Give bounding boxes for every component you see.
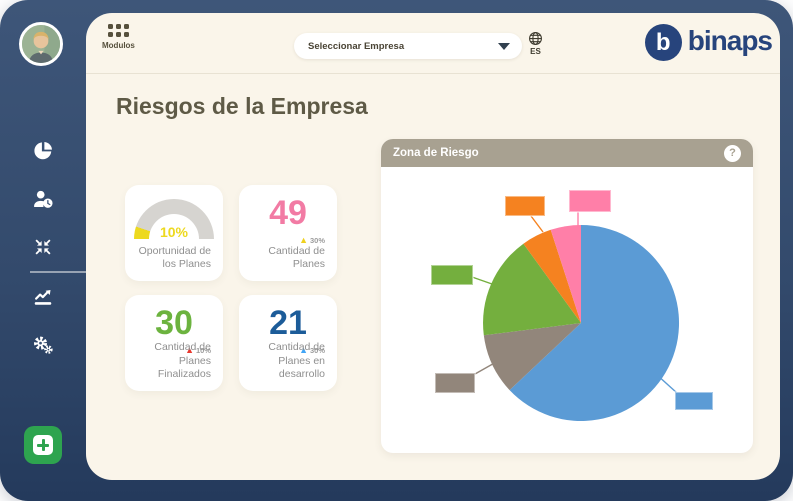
modules-button[interactable]: Modulos — [102, 24, 135, 50]
user-clock-icon[interactable] — [32, 188, 54, 210]
company-select[interactable]: Seleccionar Empresa — [294, 33, 522, 59]
pie-callout-line — [474, 360, 499, 375]
stat-value: 49 — [269, 194, 307, 232]
stat-card-label: Oportunidad de los Planes — [138, 244, 211, 271]
modules-grid-icon — [107, 24, 129, 37]
stat-card-oportunidad: 10% Oportunidad de los Planes — [125, 185, 223, 281]
pie-segment-taupe — [483, 323, 581, 391]
stat-value: 30 — [155, 304, 193, 342]
add-button[interactable] — [24, 426, 62, 464]
pie-segment-orange — [523, 229, 581, 323]
brand-logo: b binaps — [644, 24, 773, 61]
gauge-value: 10% — [159, 224, 189, 240]
page-title: Riesgos de la Empresa — [116, 93, 368, 119]
stat-card-cantidad-planes: 49 ▲ 30% Cantidad de Planes — [239, 185, 337, 281]
pie-chart-icon[interactable] — [32, 140, 54, 162]
sidebar — [0, 0, 86, 501]
stat-card-planes-desarrollo: 21 ▲ 30% Cantidad de Planes en desarroll… — [239, 295, 337, 391]
pie-callout-label-taupe — [434, 372, 476, 394]
language-switcher[interactable]: ES — [528, 31, 543, 56]
pie-callout-label-blue — [674, 391, 714, 411]
avatar-photo — [22, 25, 60, 63]
pie-callout-label-orange — [504, 195, 546, 217]
stat-delta: ▲ 30% — [299, 345, 325, 356]
stat-delta-value: 30% — [309, 236, 325, 245]
pie-segment-green — [483, 243, 581, 336]
stat-delta-value: 30% — [309, 346, 325, 355]
user-avatar[interactable] — [19, 22, 63, 66]
stat-cards: 10% Oportunidad de los Planes 49 ▲ 30% C… — [125, 185, 337, 391]
brand-name: binaps — [687, 24, 773, 56]
company-select-value: Seleccionar Empresa — [308, 40, 405, 52]
topbar: Modulos Seleccionar Empresa ES b — [86, 13, 780, 74]
plus-icon — [33, 435, 53, 455]
line-chart-icon[interactable] — [32, 286, 54, 308]
chevron-down-icon — [498, 42, 510, 50]
help-button[interactable]: ? — [724, 144, 741, 162]
stat-card-label: Cantidad de Planes en desarrollo — [268, 341, 325, 381]
content-panel: Modulos Seleccionar Empresa ES b — [86, 13, 780, 480]
pie-callout-label-green — [430, 264, 474, 286]
stat-delta: ▲ 30% — [299, 235, 325, 246]
stat-card-label: Cantidad de Planes — [268, 244, 325, 271]
brand-mark-icon: b — [644, 24, 682, 61]
gears-icon[interactable] — [32, 334, 54, 356]
risk-zone-panel: Zona de Riesgo ? — [381, 139, 753, 453]
stat-card-planes-finalizados: 30 ▲ 10% Cantidad de Planes Finalizados — [125, 295, 223, 391]
trend-up-icon: ▲ — [299, 235, 308, 245]
sidebar-divider — [30, 271, 86, 273]
trend-up-icon: ▲ — [299, 345, 308, 355]
pie-segment-pink — [550, 225, 581, 323]
pie-callout-line — [530, 215, 544, 233]
panel-body — [381, 167, 753, 453]
globe-icon — [529, 32, 542, 45]
panel-header: Zona de Riesgo ? — [381, 139, 753, 167]
pie-callout-label-pink — [568, 189, 612, 213]
pie-chart — [430, 189, 714, 421]
panel-title: Zona de Riesgo — [393, 147, 479, 159]
compress-arrows-icon[interactable] — [32, 236, 54, 258]
gauge-chart — [134, 199, 214, 239]
stat-delta: ▲ 10% — [185, 345, 211, 356]
pie-callout-line — [471, 276, 493, 285]
sidebar-nav — [0, 140, 86, 356]
trend-up-icon: ▲ — [185, 345, 194, 355]
modules-label: Modulos — [102, 41, 135, 50]
stat-delta-value: 10% — [195, 346, 211, 355]
stat-card-label: Cantidad de Planes Finalizados — [154, 341, 211, 381]
stat-value: 21 — [269, 304, 307, 342]
pie-segment-blue — [509, 225, 680, 421]
pie-callout-line — [645, 364, 678, 394]
language-code: ES — [530, 47, 541, 56]
